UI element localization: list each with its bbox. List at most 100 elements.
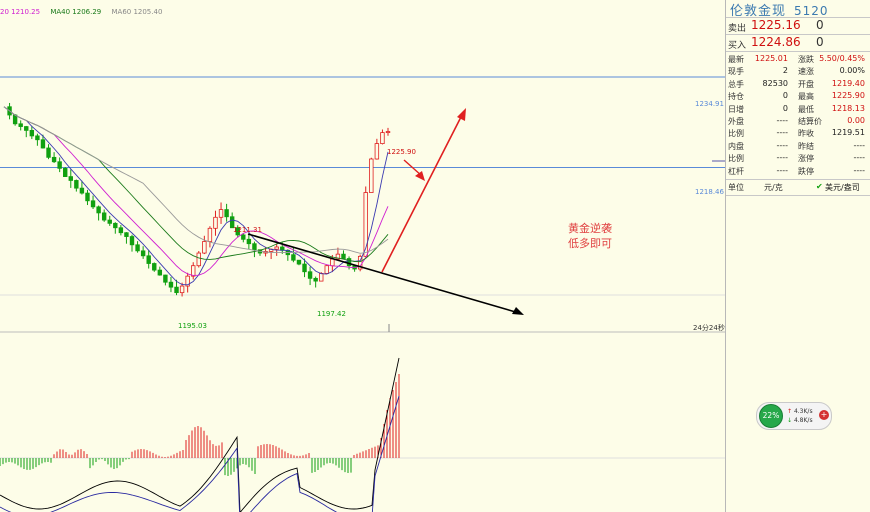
stat-value: 2 (782, 66, 788, 76)
ma20-line (3, 106, 389, 276)
up-target-arrow (457, 108, 466, 121)
up-arrow-icon: ↑ (787, 408, 793, 415)
candle-body (330, 258, 335, 267)
candle-body (63, 167, 68, 178)
stat-label-right: 最低 (798, 104, 814, 114)
quote-row: 日增 0 最低 1218.13 (726, 103, 870, 115)
candle-body (252, 243, 257, 251)
candle-body (274, 246, 279, 250)
candle-body (218, 209, 224, 218)
instrument-code: 5120 (794, 4, 829, 18)
ma5-line (3, 106, 389, 286)
stat-value: ---- (776, 140, 788, 150)
quote-row: 杠杆 ---- 跌停 ---- (726, 165, 870, 177)
candle-body (224, 209, 229, 218)
buy-row: 买入 1224.86 0 (726, 35, 870, 51)
sell-label: 卖出 (728, 24, 747, 34)
stat-label: 最新 (728, 55, 744, 64)
quote-row: 内盘 ---- 昨结 ---- (726, 140, 870, 152)
candle-body (51, 156, 57, 163)
candle-body (68, 176, 73, 181)
stat-label-right: 最高 (798, 92, 814, 102)
quote-row: 外盘 ---- 结算价 0.00 (726, 115, 870, 127)
currency-selector[interactable]: 美元/盎司 (825, 183, 860, 192)
candle-body (35, 135, 40, 141)
down-trendline-arrow (512, 307, 524, 315)
candle-body (307, 271, 313, 279)
up-target-line (381, 114, 463, 273)
time-countdown-label: 24分24秒 (693, 324, 725, 332)
low-annotation-left: 1195.03 (178, 322, 207, 330)
stat-label: 杠杆 (728, 166, 744, 176)
stat-value-right: 1219.51 (831, 128, 865, 138)
candle-body (202, 241, 207, 254)
unit-label: 单位 (728, 183, 744, 192)
stat-label-right: 昨结 (798, 141, 814, 151)
stat-value-right: ---- (853, 140, 865, 150)
candle-body (369, 158, 374, 193)
candle-body (341, 253, 346, 259)
check-icon[interactable]: ✔ (816, 182, 823, 191)
stat-value: 0 (782, 103, 788, 113)
chart-area[interactable]: 20 1210.25 MA40 1206.29 MA60 1205.40 123… (0, 0, 725, 512)
down-trendline (247, 233, 520, 314)
candle-body (302, 263, 307, 273)
plus-icon[interactable]: + (819, 410, 829, 420)
macd-dea-line (0, 395, 400, 512)
memory-percent-badge[interactable]: 22% (759, 404, 783, 428)
price-axis-label-top: 1234.91 (695, 100, 724, 108)
quote-row: 总手 82530 开盘 1219.40 (726, 78, 870, 90)
candle-body (90, 200, 96, 208)
commentary-line-1: 黄金逆袭 (568, 222, 612, 235)
stat-label-right: 涨停 (798, 154, 814, 164)
candle-body (157, 269, 163, 276)
kline-chart[interactable] (0, 0, 725, 512)
candle-body (18, 123, 23, 127)
sell-volume: 0 (816, 18, 824, 32)
quote-row: 比例 ---- 涨停 ---- (726, 152, 870, 164)
stat-value: ---- (776, 153, 788, 163)
price-axis-label-bottom: 1218.46 (695, 188, 724, 196)
candle-body (235, 227, 240, 236)
candle-body (374, 143, 380, 160)
quote-row: 比例 ---- 昨收 1219.51 (726, 127, 870, 139)
candle-body (174, 286, 179, 294)
candle-body (241, 234, 246, 240)
candle-body (140, 250, 146, 257)
candle-body (24, 126, 29, 131)
stat-value: 1225.01 (754, 54, 788, 63)
stat-value: ---- (776, 165, 788, 175)
candle-body (40, 139, 46, 149)
candle-body (291, 254, 296, 261)
stat-label: 比例 (728, 154, 744, 164)
candle-body (196, 252, 201, 267)
buy-volume: 0 (816, 35, 824, 49)
network-speed-widget[interactable]: 22% ↑ 4.3K/s ↓ 4.8K/s + (756, 402, 832, 430)
candle-body (179, 285, 185, 294)
stat-value-right: 0.00% (839, 66, 865, 76)
ma40-line (3, 106, 389, 263)
ma60-line (3, 106, 389, 254)
candle-body (246, 238, 252, 245)
download-rate: ↓ 4.8K/s (787, 417, 813, 424)
candle-body (380, 132, 385, 145)
candle-body (163, 274, 168, 283)
candle-body (79, 187, 85, 194)
ma60-legend: MA60 1205.40 (111, 8, 163, 16)
candle-body (168, 281, 174, 288)
stat-value: 82530 (762, 78, 788, 88)
stat-label-right[interactable]: 结算价 (798, 117, 822, 126)
ma20-legend: 20 1210.25 (0, 8, 41, 16)
stat-label: 持仓 (728, 92, 744, 102)
candle-body (135, 244, 140, 252)
candle-body (96, 206, 101, 214)
high-annotation-left: 1211.31 (233, 226, 262, 234)
low-annotation-right: 1197.42 (317, 310, 346, 318)
stat-value: ---- (776, 116, 788, 125)
macd-dif-line (0, 357, 400, 512)
stat-value-right: 1218.13 (831, 103, 865, 113)
stat-value-right: 1225.90 (831, 91, 865, 101)
short-red-arrow (415, 171, 425, 181)
instrument-title: 伦敦金现 5120 (730, 4, 829, 19)
upload-rate: ↑ 4.3K/s (787, 408, 813, 415)
